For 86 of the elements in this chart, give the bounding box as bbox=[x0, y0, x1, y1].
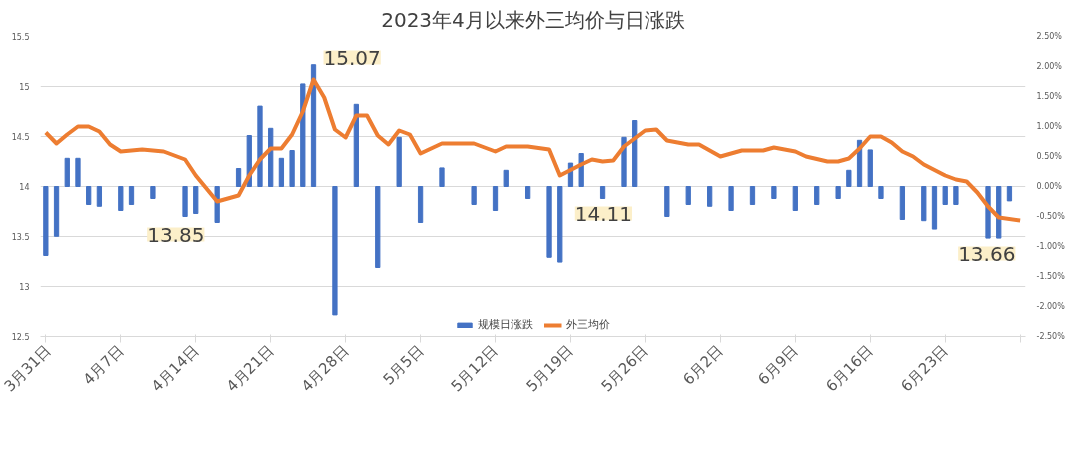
x-tick-label: 4月14日 bbox=[147, 341, 203, 396]
y2-tick-label: -0.50% bbox=[1036, 212, 1066, 221]
y2-tick-label: 1.00% bbox=[1036, 122, 1063, 131]
bar bbox=[118, 186, 124, 211]
y-tick-label: 15 bbox=[19, 83, 30, 92]
bar bbox=[96, 186, 103, 207]
bar bbox=[942, 186, 948, 205]
bar bbox=[86, 186, 92, 205]
bar bbox=[193, 186, 199, 214]
x-tick-label: 6月9日 bbox=[754, 341, 802, 389]
x-tick-label: 4月21日 bbox=[222, 341, 278, 396]
bar bbox=[599, 186, 606, 199]
bar bbox=[749, 186, 756, 205]
bar bbox=[728, 186, 734, 211]
bar bbox=[835, 186, 841, 199]
bar bbox=[846, 169, 852, 187]
bar bbox=[64, 157, 70, 187]
bar bbox=[471, 186, 477, 205]
bar bbox=[396, 136, 402, 187]
bar bbox=[546, 186, 552, 258]
y-tick-label: 14.5 bbox=[11, 133, 30, 142]
y2-tick-label: -1.00% bbox=[1036, 242, 1066, 251]
bar bbox=[792, 186, 798, 211]
legend-label: 外三均价 bbox=[566, 317, 610, 332]
x-tick-label: 4月7日 bbox=[79, 341, 128, 389]
y2-tick-label: -2.00% bbox=[1036, 302, 1066, 311]
y2-tick-label: 0.50% bbox=[1036, 152, 1063, 161]
bar bbox=[771, 186, 777, 199]
bar bbox=[492, 186, 499, 211]
bar bbox=[150, 186, 156, 199]
bar bbox=[439, 167, 445, 187]
legend-label: 规模日涨跌 bbox=[478, 317, 533, 332]
x-tick-label: 6月23日 bbox=[897, 341, 952, 396]
x-tick-label: 5月5日 bbox=[379, 341, 427, 389]
y-tick-label: 12.5 bbox=[11, 333, 30, 342]
y2-tick-label: -1.50% bbox=[1036, 272, 1066, 281]
bar bbox=[278, 157, 285, 187]
bar bbox=[525, 186, 531, 199]
bar bbox=[664, 186, 670, 217]
x-tick-label: 5月12日 bbox=[447, 341, 502, 396]
y2-tick-label: 1.50% bbox=[1036, 92, 1063, 101]
bar bbox=[557, 186, 563, 263]
y-tick-label: 13 bbox=[19, 283, 30, 292]
bar bbox=[931, 186, 938, 230]
bar bbox=[182, 186, 188, 217]
x-tick-label: 3月31日 bbox=[0, 341, 55, 396]
bar bbox=[75, 157, 81, 187]
bar bbox=[375, 186, 381, 268]
y-tick-label: 14 bbox=[19, 183, 30, 192]
bar bbox=[53, 186, 60, 237]
bar bbox=[921, 186, 927, 222]
bar bbox=[867, 149, 873, 187]
x-tick-label: 5月26日 bbox=[597, 341, 652, 396]
y-tick-label: 15.5 bbox=[11, 33, 30, 42]
x-tick-label: 4月28日 bbox=[297, 341, 353, 396]
y2-tick-label: 0.00% bbox=[1036, 182, 1063, 191]
annotation: 13.85 bbox=[147, 222, 205, 247]
x-tick-label: 5月19日 bbox=[522, 341, 577, 396]
bar bbox=[235, 168, 242, 187]
annotation: 13.66 bbox=[958, 241, 1016, 266]
annotation: 15.07 bbox=[323, 45, 381, 70]
bar bbox=[953, 186, 959, 205]
bar bbox=[899, 186, 906, 220]
chart-title: 2023年4月以来外三均价与日涨跌 bbox=[381, 7, 685, 32]
bar bbox=[417, 186, 424, 223]
y2-tick-label: 2.00% bbox=[1036, 62, 1063, 71]
bar bbox=[503, 169, 509, 187]
y-tick-label: 13.5 bbox=[11, 233, 30, 242]
y2-tick-label: -2.50% bbox=[1036, 332, 1066, 341]
annotation: 14.11 bbox=[574, 201, 633, 226]
bar bbox=[1006, 186, 1013, 202]
bar bbox=[332, 186, 338, 316]
bar bbox=[878, 186, 884, 199]
bar bbox=[707, 186, 713, 207]
bar bbox=[632, 120, 638, 187]
bar bbox=[43, 186, 49, 256]
bar bbox=[257, 105, 263, 187]
y2-tick-label: 2.50% bbox=[1036, 32, 1063, 41]
x-tick-label: 6月16日 bbox=[822, 341, 877, 396]
line-series bbox=[43, 77, 1023, 223]
bar bbox=[996, 186, 1002, 239]
bar bbox=[289, 150, 295, 187]
bar bbox=[814, 186, 820, 205]
bar bbox=[128, 186, 135, 205]
bar bbox=[685, 186, 691, 205]
x-tick-label: 6月2日 bbox=[679, 341, 727, 389]
